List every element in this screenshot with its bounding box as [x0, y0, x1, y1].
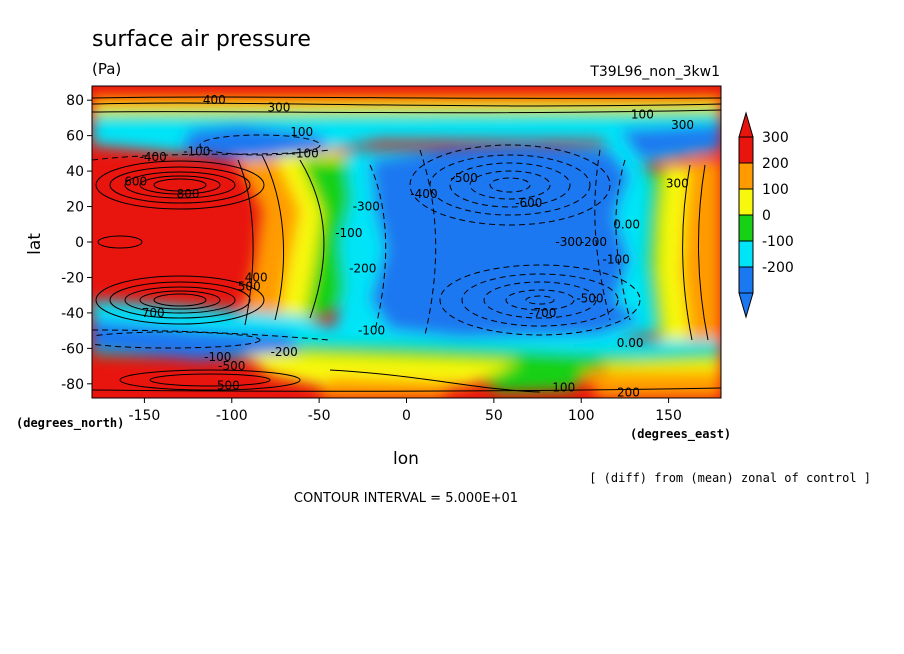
units-label: (Pa)	[92, 60, 121, 78]
contour-label: -500	[218, 359, 245, 373]
contour-label: -100	[204, 350, 231, 364]
contour-label: -600	[515, 196, 542, 210]
colorbar-label: 0	[762, 208, 771, 224]
contour-label: -500	[451, 171, 478, 185]
x-axis-label: lon	[393, 449, 419, 469]
contour-interval: CONTOUR INTERVAL = 5.000E+01	[294, 491, 518, 506]
y-units-label: (degrees_north)	[16, 416, 124, 431]
contour-label: -400	[410, 187, 437, 201]
x-tick-label: 0	[402, 408, 411, 424]
x-units-label: (degrees_east)	[630, 427, 731, 442]
contour-label: 300	[671, 118, 694, 132]
band-orange-east	[675, 160, 721, 345]
y-tick-label: -40	[61, 306, 84, 322]
x-tick-label: -50	[308, 408, 331, 424]
dashed-contours	[92, 134, 641, 349]
y-tick-label: 0	[75, 235, 84, 251]
y-tick-label: 80	[66, 93, 84, 109]
colorbar-label: -100	[762, 234, 794, 250]
band-blue-northeast	[620, 125, 721, 160]
contour-label: -100	[292, 146, 319, 160]
contour-label: 800	[177, 187, 200, 201]
contour-label: 100	[552, 380, 575, 394]
colorbar-label: 200	[762, 156, 789, 172]
filled-regions	[92, 96, 721, 398]
contour-label: 400	[245, 270, 268, 284]
y-tick-label: 60	[66, 129, 84, 145]
colorbar-swatch	[738, 266, 754, 294]
contour-label: 300	[267, 100, 290, 114]
run-label: T39L96_non_3kw1	[589, 64, 720, 80]
colorbar-swatch	[738, 162, 754, 190]
contour-label: -400	[140, 150, 167, 164]
chart-title: surface air pressure	[92, 27, 311, 52]
y-tick-label: 40	[66, 164, 84, 180]
contour-label: -100	[335, 226, 362, 240]
colorbar-swatch	[738, 240, 754, 268]
contour-label: -200	[580, 235, 607, 249]
contour-label: -200	[271, 345, 298, 359]
colorbar-label: 300	[762, 130, 789, 146]
solid-contours	[92, 96, 721, 393]
x-tick-label: -150	[129, 408, 161, 424]
x-axis-ticks: -150 -100 -50 0 50 100 150	[129, 398, 682, 424]
y-tick-label: -20	[61, 270, 84, 286]
colorbar: 300 200 100 0 -100 -200	[738, 111, 794, 319]
x-tick-label: 100	[568, 408, 595, 424]
contour-label: 400	[203, 93, 226, 107]
band-blue-north	[180, 125, 330, 160]
contour-label: 700	[142, 306, 165, 320]
x-tick-label: -100	[216, 408, 248, 424]
diff-note: [ (diff) from (mean) zonal of control ]	[589, 471, 871, 485]
colorbar-swatch	[738, 188, 754, 216]
x-tick-label: 50	[485, 408, 503, 424]
y-tick-label: -80	[61, 377, 84, 393]
colorbar-top-arrow	[738, 111, 754, 138]
contour-label: 300	[666, 177, 689, 191]
band-orange-southeast	[580, 372, 721, 398]
contour-label: 0.00	[617, 336, 644, 350]
contour-label: 0.00	[613, 217, 640, 231]
contour-label: -500	[576, 292, 603, 306]
colorbar-swatch	[738, 136, 754, 164]
contour-label: 500	[238, 279, 261, 293]
contour-label: -200	[349, 262, 376, 276]
contour-label: -300	[353, 200, 380, 214]
contour-label: -100	[358, 324, 385, 338]
band-blue-central	[370, 145, 640, 338]
contour-label: -100	[183, 145, 210, 159]
contour-label: 200	[617, 386, 640, 400]
y-axis-ticks: 80 60 40 20 0 -20 -40 -60 -80	[61, 93, 92, 393]
contour-label: 500	[217, 379, 240, 393]
colorbar-label: 100	[762, 182, 789, 198]
colorbar-label: -200	[762, 260, 794, 276]
contour-label: -100	[603, 253, 630, 267]
contour-label: 600	[124, 175, 147, 189]
contour-label: -700	[529, 306, 556, 320]
colorbar-swatch	[738, 214, 754, 242]
band-orange-southwest	[320, 378, 460, 398]
colorbar-bottom-arrow	[738, 292, 754, 319]
contour-label: 100	[631, 107, 654, 121]
y-tick-label: -60	[61, 341, 84, 357]
contour-label: 100	[290, 125, 313, 139]
x-tick-label: 150	[655, 408, 682, 424]
y-axis-label: lat	[25, 233, 45, 255]
contour-label: -300	[555, 235, 582, 249]
plot-area	[92, 86, 721, 398]
y-tick-label: 20	[66, 200, 84, 216]
